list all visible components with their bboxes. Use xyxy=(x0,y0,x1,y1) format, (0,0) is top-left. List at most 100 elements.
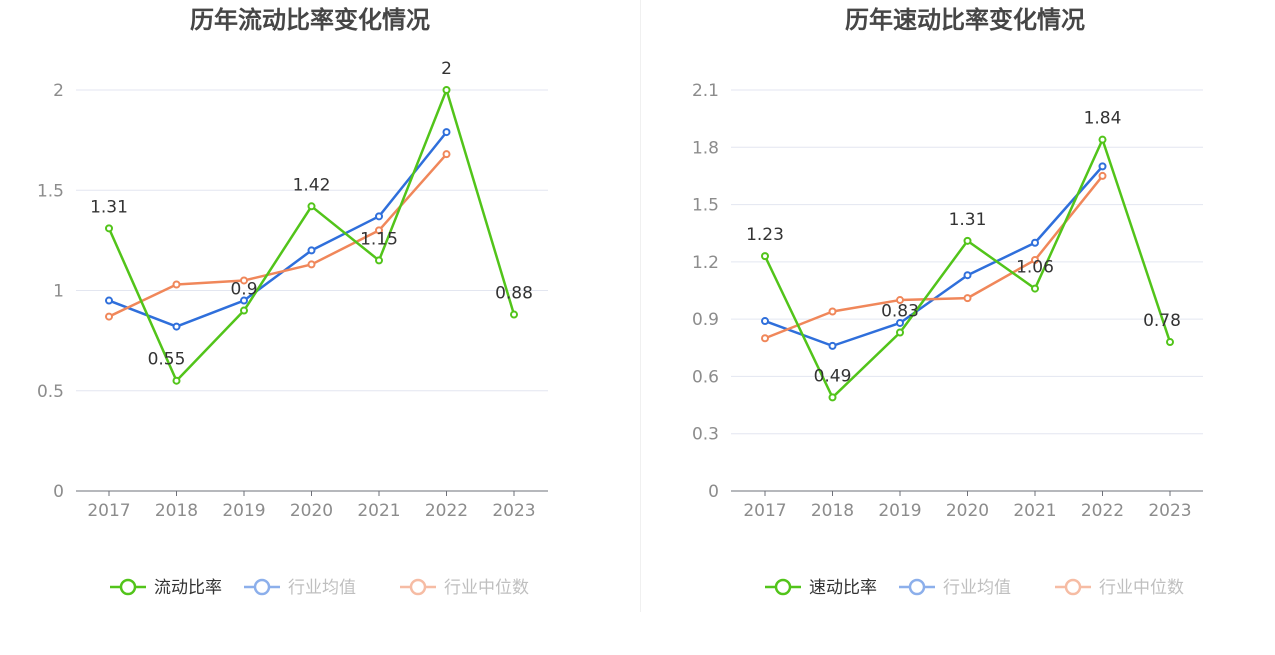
data-point-1 xyxy=(375,212,383,221)
y-tick-label: 1.8 xyxy=(692,138,719,158)
data-point-2 xyxy=(375,226,383,235)
legend-item-0[interactable]: 速动比率 xyxy=(765,578,877,598)
data-point-0 xyxy=(896,328,904,337)
series-line-1 xyxy=(108,131,448,328)
data-point-1 xyxy=(307,246,316,255)
y-tick-label: 0.3 xyxy=(692,425,719,445)
data-point-1 xyxy=(1031,238,1039,247)
x-tick-label: 2017 xyxy=(743,501,786,521)
x-tick-label: 2022 xyxy=(425,501,468,521)
data-point-2 xyxy=(963,294,972,303)
data-point-2 xyxy=(172,280,181,289)
data-label: 2 xyxy=(441,59,452,79)
data-label: 0.49 xyxy=(814,366,852,386)
data-point-0 xyxy=(442,86,451,94)
data-label: 1.31 xyxy=(949,210,987,230)
current-ratio-chart: 历年流动比率变化情况 0 0.5 1 1.5 2 2017 2018 2019 2020 2021 2… xyxy=(37,6,548,598)
legend-marker xyxy=(1064,578,1082,596)
data-label: 1.42 xyxy=(293,175,331,195)
legend-marker xyxy=(253,578,271,596)
data-point-1 xyxy=(1098,162,1107,171)
x-tick-label: 2019 xyxy=(222,501,265,521)
data-label: 1.84 xyxy=(1084,109,1122,129)
current-ratio-chart-svg: 历年流动比率变化情况 0 0.5 1 1.5 2 2017 2018 2019 2020 2021 2… xyxy=(37,6,548,598)
data-point-1 xyxy=(761,317,769,326)
data-point-2 xyxy=(1098,171,1107,180)
legend-label: 行业均值 xyxy=(943,578,1011,598)
y-tick-label: 2.1 xyxy=(692,81,719,101)
legend-item-2[interactable]: 行业中位数 xyxy=(1055,578,1184,598)
data-point-0 xyxy=(1031,284,1039,293)
legend-marker xyxy=(119,578,137,596)
data-point-0 xyxy=(105,224,113,233)
y-tick-label: 0 xyxy=(53,482,64,502)
data-point-0 xyxy=(1098,135,1107,144)
data-point-1 xyxy=(442,128,451,137)
x-tick-label: 2023 xyxy=(1148,501,1191,521)
data-label: 1.15 xyxy=(360,229,398,249)
data-point-0 xyxy=(761,252,769,261)
data-point-0 xyxy=(963,236,972,245)
y-tick-label: 0.5 xyxy=(37,382,64,402)
x-tick-label: 2020 xyxy=(946,501,989,521)
y-tick-label: 0 xyxy=(708,482,719,502)
data-label: 0.83 xyxy=(881,302,919,322)
legend-label: 行业中位数 xyxy=(1099,578,1184,598)
series-line-2 xyxy=(108,153,448,318)
series-line-0 xyxy=(763,138,1172,399)
data-point-2 xyxy=(761,334,769,343)
y-tick-label: 0.9 xyxy=(692,310,719,330)
chart-title: 历年速动比率变化情况 xyxy=(845,6,1085,34)
data-label: 0.55 xyxy=(148,350,186,370)
x-tick-label: 2023 xyxy=(492,501,535,521)
x-tick-label: 2018 xyxy=(155,501,198,521)
data-point-0 xyxy=(828,393,837,402)
legend-label: 速动比率 xyxy=(809,578,877,598)
panel-divider xyxy=(640,0,641,612)
data-point-1 xyxy=(896,318,904,327)
data-point-0 xyxy=(240,306,248,315)
series-line-2 xyxy=(764,175,1104,340)
y-tick-label: 1 xyxy=(53,282,64,302)
legend-marker xyxy=(908,578,926,596)
data-point-1 xyxy=(172,322,181,331)
legend-item-1[interactable]: 行业均值 xyxy=(899,578,1011,598)
data-point-2 xyxy=(307,260,316,269)
legend-item-2[interactable]: 行业中位数 xyxy=(400,578,529,598)
data-point-0 xyxy=(375,256,383,265)
data-point-2 xyxy=(1031,255,1039,264)
y-tick-label: 1.5 xyxy=(692,196,719,216)
data-label: 1.06 xyxy=(1016,258,1054,278)
data-point-1 xyxy=(105,296,113,305)
data-point-0 xyxy=(510,310,518,319)
legend-label: 行业中位数 xyxy=(444,578,529,598)
series-line-0 xyxy=(107,88,516,382)
data-point-2 xyxy=(442,150,451,159)
data-point-0 xyxy=(307,202,316,211)
chart-title: 历年流动比率变化情况 xyxy=(190,6,430,34)
legend-item-1[interactable]: 行业均值 xyxy=(244,578,356,598)
x-tick-label: 2022 xyxy=(1081,501,1124,521)
x-tick-label: 2020 xyxy=(290,501,333,521)
legend-item-0[interactable]: 流动比率 xyxy=(110,578,222,598)
quick-ratio-chart: 历年速动比率变化情况 0 0.3 0.6 0.9 1.2 1.5 1.8 2.1 2017 2018… xyxy=(640,0,1275,655)
data-point-0 xyxy=(1166,338,1174,347)
data-point-2 xyxy=(105,312,113,321)
data-point-2 xyxy=(896,296,904,305)
data-point-1 xyxy=(828,341,837,350)
data-label: 1.31 xyxy=(90,197,128,217)
quick-ratio-chart-svg: 历年速动比率变化情况 0 0.3 0.6 0.9 1.2 1.5 1.8 2.1 2017 2018… xyxy=(692,6,1203,598)
data-point-2 xyxy=(240,276,248,285)
y-tick-label: 0.6 xyxy=(692,367,719,387)
data-point-0 xyxy=(172,376,181,385)
data-point-1 xyxy=(240,296,248,305)
data-point-1 xyxy=(963,271,972,280)
x-tick-label: 2019 xyxy=(878,501,921,521)
data-label: 0.9 xyxy=(230,280,257,300)
x-tick-label: 2017 xyxy=(87,501,130,521)
data-label: 0.78 xyxy=(1143,311,1181,331)
legend-label: 行业均值 xyxy=(288,578,356,598)
y-tick-label: 1.5 xyxy=(37,181,64,201)
x-tick-label: 2018 xyxy=(811,501,854,521)
data-point-2 xyxy=(828,307,837,316)
